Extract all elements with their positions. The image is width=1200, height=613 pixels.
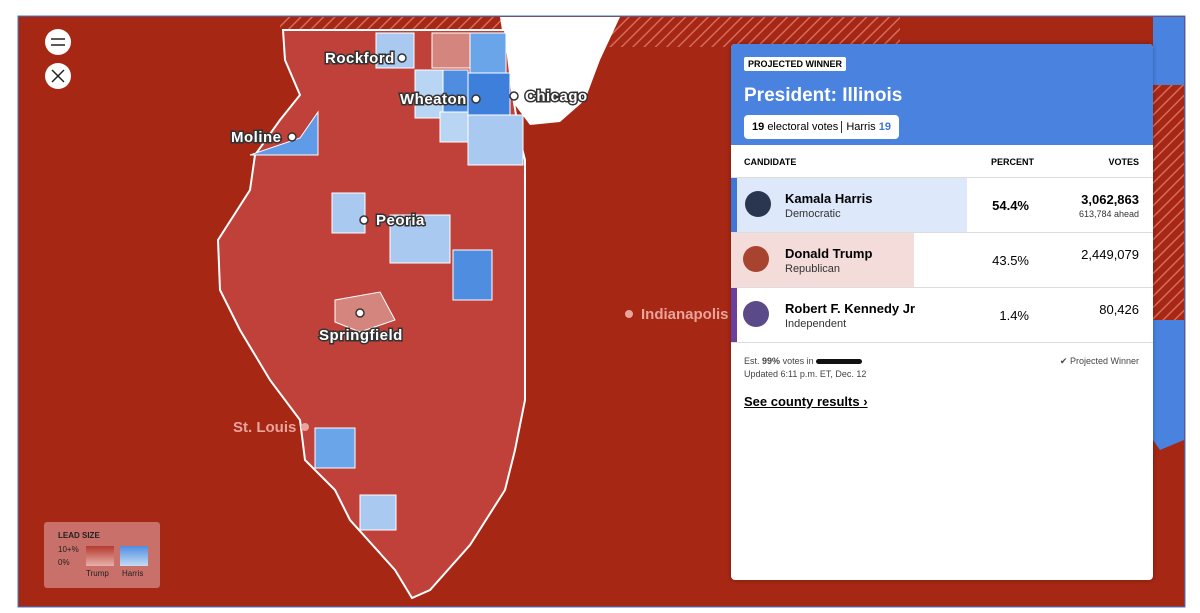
legend: LEAD SIZE 10+% 0% Trump Harris	[44, 522, 160, 588]
candidate-name: Donald Trump	[785, 246, 873, 261]
est-suffix: votes in	[782, 356, 814, 366]
header-percent: PERCENT	[991, 157, 1035, 167]
candidate-name: Robert F. Kennedy Jr	[785, 301, 916, 316]
panel-header: PROJECTED WINNER President: Illinois 19 …	[731, 44, 1153, 145]
votes: 80,426	[1099, 302, 1139, 317]
blue-counties	[249, 32, 524, 531]
city-label: Moline	[231, 129, 282, 146]
city-label: Indianapolis	[641, 306, 729, 323]
city-label: Springfield	[319, 327, 403, 344]
city-dot	[625, 310, 633, 318]
lead: 613,784 ahead	[1078, 209, 1139, 219]
party: Republican	[785, 263, 841, 275]
city-label: Wheaton	[400, 91, 467, 108]
city-label: Chicago	[525, 88, 588, 105]
party: Democratic	[785, 208, 841, 220]
header-votes: VOTES	[1108, 157, 1139, 167]
divider	[731, 342, 1153, 343]
projected-note: ✔ Projected Winner	[1059, 356, 1139, 366]
legend-title: LEAD SIZE	[58, 531, 100, 540]
legend-harris: Harris	[122, 569, 144, 578]
electoral-box: 19 electoral votes Harris 19	[744, 115, 899, 139]
results-panel: PROJECTED WINNER President: Illinois 19 …	[731, 44, 1153, 580]
electoral-count: 19	[752, 121, 765, 133]
collapse-button[interactable]	[45, 63, 71, 89]
legend-trump: Trump	[86, 569, 109, 578]
estimate: Est. 99% votes in	[744, 356, 863, 366]
legend-high: 10+%	[58, 545, 79, 554]
votes: 3,062,863	[1081, 192, 1139, 207]
filter-button[interactable]	[45, 29, 71, 55]
badge: PROJECTED WINNER	[744, 57, 847, 71]
avatar	[743, 246, 769, 272]
lake-michigan	[500, 17, 620, 125]
hatched-state	[280, 17, 505, 29]
percent: 1.4%	[999, 308, 1029, 323]
est-value: 99%	[762, 356, 781, 366]
city-dot	[301, 423, 309, 431]
row-shade	[731, 288, 737, 342]
blue-state	[1153, 17, 1184, 450]
party: Independent	[785, 318, 847, 330]
link-text[interactable]: See county results	[744, 394, 860, 409]
electoral-label: electoral votes	[767, 121, 839, 133]
harris-swatch	[120, 546, 148, 566]
county-link[interactable]: See county results ›	[744, 394, 868, 409]
legend-low: 0%	[58, 558, 70, 567]
avatar	[745, 191, 771, 217]
progress-bar	[816, 359, 863, 365]
votes: 2,449,079	[1081, 247, 1139, 262]
percent: 43.5%	[992, 253, 1029, 268]
panel-title: President: Illinois	[744, 85, 903, 106]
hatched-state	[1153, 85, 1184, 320]
winner: Harris	[841, 121, 876, 133]
city-dots	[287, 53, 519, 318]
est-prefix: Est.	[744, 356, 760, 366]
header-candidate: CANDIDATE	[744, 157, 797, 167]
projected-label: Projected Winner	[1069, 356, 1139, 366]
candidate-row: Kamala Harris Democratic 54.4% 3,062,863…	[731, 177, 1153, 232]
city-label: Rockford	[325, 50, 395, 67]
percent: 54.4%	[992, 198, 1029, 213]
candidate-name: Kamala Harris	[785, 191, 873, 206]
winner-votes: 19	[878, 121, 891, 133]
city-label: Peoria	[376, 212, 425, 229]
hatched-state	[600, 17, 900, 47]
updated: Updated 6:11 p.m. ET, Dec. 12	[744, 369, 867, 379]
trump-swatch	[86, 546, 114, 566]
candidate-row: Donald Trump Republican 43.5% 2,449,079	[731, 232, 1153, 287]
avatar	[743, 301, 769, 327]
candidate-row: Robert F. Kennedy Jr Independent 1.4% 80…	[731, 287, 1153, 342]
city-label: St. Louis	[233, 419, 296, 436]
